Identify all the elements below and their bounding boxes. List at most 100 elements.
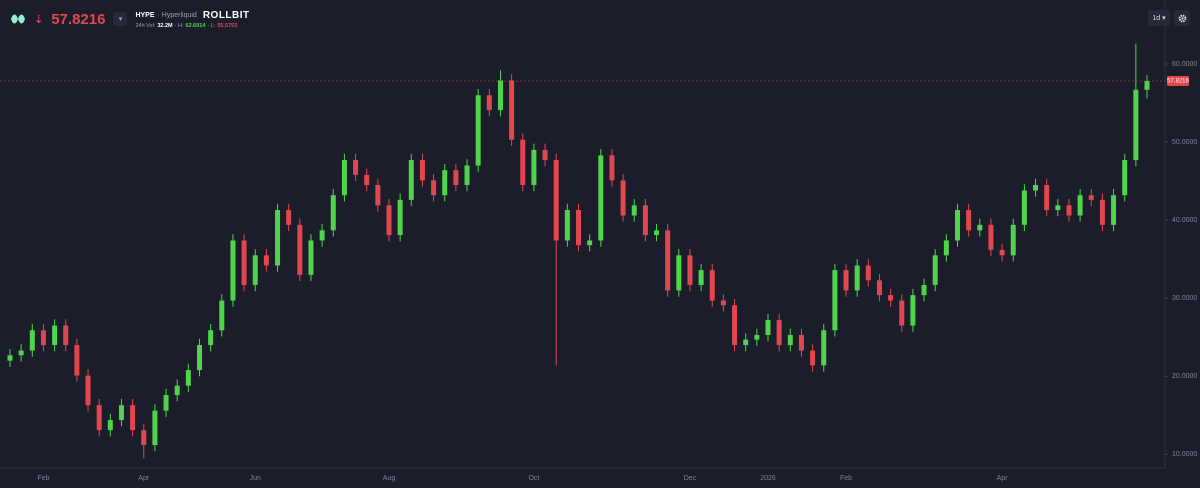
candle-body (798, 334, 804, 351)
low: 55.5753 (217, 22, 238, 29)
y-tick-label: 50.0000 (1172, 139, 1197, 146)
candle-body (810, 350, 816, 366)
candle-body (453, 170, 459, 186)
candle-body (899, 300, 905, 326)
candle-body (197, 345, 202, 371)
candle-body (1133, 89, 1139, 161)
candle-body (297, 224, 303, 275)
candle-body (152, 410, 158, 446)
x-tick-label: Jun (250, 475, 261, 482)
candle-body (564, 210, 570, 241)
candle-body (275, 210, 281, 266)
candle-body (520, 139, 526, 186)
candle-body (854, 265, 860, 291)
timeframe-button[interactable]: 1d ▾ (1148, 10, 1170, 26)
candle-body (63, 325, 69, 346)
candle-body (787, 334, 793, 346)
exchange: · Hyperliquid (157, 11, 197, 19)
y-tick-label: 10.0000 (1172, 451, 1197, 458)
candle-body (676, 255, 682, 291)
candle-body (364, 174, 370, 186)
candle-body (921, 284, 927, 296)
header: ⇣ 57.8216 ▾ HYPE · Hyperliquid ROLLBIT 2… (10, 8, 250, 30)
candle-body (230, 240, 236, 301)
candle-body (7, 355, 13, 361)
candle-body (40, 330, 46, 346)
current-price: 57.8216 (51, 10, 106, 28)
x-tick-label: 2026 (760, 475, 776, 482)
candle-body (531, 149, 537, 186)
vol: 32.2M (157, 22, 173, 29)
symbol: HYPE (135, 11, 155, 19)
last-price-tag (1167, 76, 1189, 87)
candle-body (286, 210, 292, 225)
candle-body (1021, 190, 1027, 225)
candle-body (765, 320, 771, 335)
candle-body (687, 255, 693, 285)
candle-body (587, 240, 593, 246)
candle-body (174, 385, 180, 396)
x-tick-label: Aug (383, 475, 396, 482)
y-tick-label: 40.0000 (1172, 217, 1197, 224)
candle-body (988, 224, 994, 250)
logo (11, 14, 25, 24)
candle-body (776, 320, 782, 346)
x-tick-label: Apr (138, 475, 150, 482)
candle-body (18, 350, 24, 356)
candle-body (464, 165, 470, 186)
candle-body (821, 330, 827, 366)
candle-body (96, 405, 102, 431)
last-price-label: 57.8216 (1167, 79, 1189, 85)
candle-body (576, 210, 581, 246)
candle-body (319, 230, 325, 241)
candle-body (130, 405, 136, 431)
settings-button[interactable] (1174, 10, 1190, 26)
candle-body (955, 210, 960, 241)
candle-body (475, 95, 481, 166)
candle-body (486, 95, 492, 111)
candle-body (509, 80, 515, 140)
candle-body (1144, 81, 1150, 90)
candle-body (341, 160, 347, 196)
candle-body (1044, 185, 1050, 211)
candle-body (1055, 205, 1061, 211)
candle-body (598, 155, 604, 241)
candle-body (419, 160, 425, 181)
candle-body (865, 265, 871, 281)
candle-body (431, 180, 437, 196)
candle-body (1088, 195, 1094, 200)
y-tick-label: 60.0000 (1172, 61, 1197, 68)
candle-body (1066, 205, 1072, 216)
candle-body (1077, 195, 1083, 216)
high-label: · H: (174, 22, 184, 29)
candle-body (665, 230, 671, 291)
gear-icon (1178, 14, 1186, 22)
x-tick-label: Feb (37, 475, 49, 482)
y-tick-label: 20.0000 (1172, 373, 1197, 380)
candle-body (208, 330, 214, 346)
candle-body (709, 270, 715, 301)
candle-body (353, 160, 359, 175)
candle-body (1099, 199, 1105, 225)
candle-body (966, 210, 972, 231)
brand: ROLLBIT (202, 9, 250, 21)
candle-body (977, 224, 983, 231)
candle-body (29, 330, 35, 351)
candle-body (1111, 195, 1117, 225)
candle-body (397, 199, 403, 235)
candle-body (631, 205, 637, 216)
candle-body (252, 255, 258, 285)
x-tick-label: Feb (840, 475, 852, 482)
candle-body (408, 160, 414, 200)
market-dropdown[interactable]: ▾ (113, 12, 128, 26)
timeframe: 1d (1152, 14, 1161, 22)
candle-body (553, 160, 559, 241)
candle-body (330, 195, 336, 231)
x-tick-label: Apr (997, 475, 1009, 482)
candle-body (654, 230, 660, 235)
candle-body (620, 180, 626, 216)
x-tick-label: Dec (684, 475, 697, 482)
candle-body (932, 255, 938, 285)
candle-body (999, 249, 1005, 256)
